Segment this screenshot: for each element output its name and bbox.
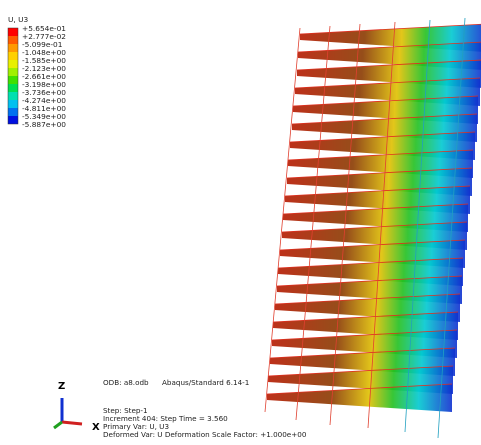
z-label: Z xyxy=(58,381,65,392)
triad: Z X xyxy=(54,381,100,433)
model xyxy=(265,18,481,438)
canvas: U, U3 +5.654e-01+2.777e-02-5.099e-01-1.0… xyxy=(0,0,481,445)
legend-title: U, U3 xyxy=(8,15,29,24)
odb-name: ODB: a8.odb xyxy=(103,378,149,387)
solver: Abaqus/Standard 6.14-1 xyxy=(162,378,249,387)
deformed-var: Deformed Var: U Deformation Scale Factor… xyxy=(103,430,307,439)
info: ODB: a8.odb Abaqus/Standard 6.14-1 Step:… xyxy=(103,378,307,439)
legend: U, U3 +5.654e-01+2.777e-02-5.099e-01-1.0… xyxy=(8,15,66,129)
legend-label: -5.887e+00 xyxy=(22,120,66,129)
viewport: U, U3 +5.654e-01+2.777e-02-5.099e-01-1.0… xyxy=(0,0,481,445)
x-label: X xyxy=(92,422,100,433)
